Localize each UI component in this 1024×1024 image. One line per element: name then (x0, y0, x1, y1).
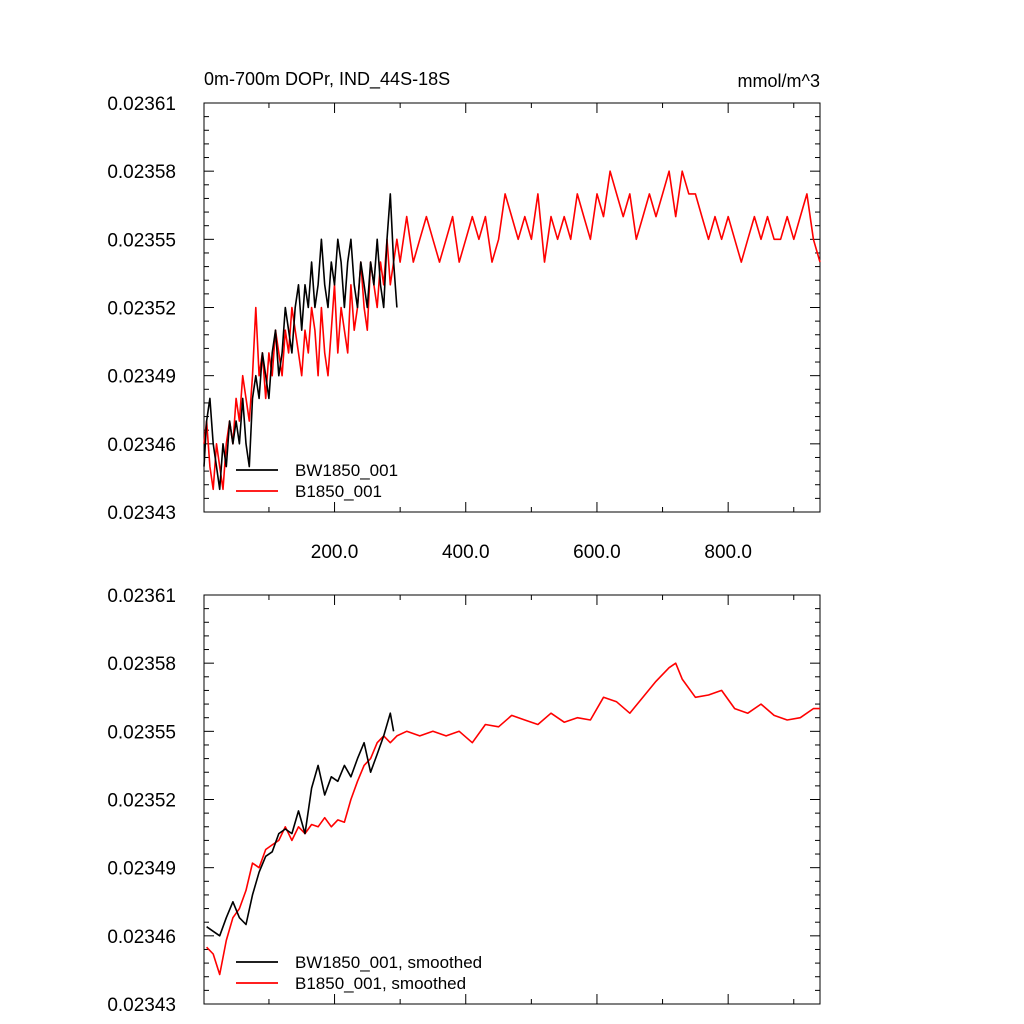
x-tick-label: 400.0 (442, 542, 490, 563)
plot-frame (203, 594, 821, 1005)
y-tick-label: 0.02361 (107, 586, 176, 607)
y-tick-label: 0.02361 (107, 94, 176, 115)
x-tick-label: 600.0 (573, 542, 621, 563)
top-axes: 0.02343 0.02346 0.02349 0.02352 0.02355 0.023… (107, 94, 821, 563)
chart-title: 0m-700m DOPr, IND_44S-18S (204, 69, 450, 90)
y-tick-label: 0.02346 (107, 435, 176, 456)
y-tick-label: 0.02349 (107, 367, 176, 388)
bottom-axes: 0.02343 0.02346 0.02349 0.02352 0.02355 0.023… (107, 586, 821, 1016)
bottom-panel: 0.02343 0.02346 0.02349 0.02352 0.02355 0.023… (107, 586, 821, 1016)
top-series-group (203, 170, 821, 491)
plot-frame (203, 102, 821, 513)
y-tick-label: 0.02343 (107, 503, 176, 524)
legend-label: BW1850_001, smoothed (295, 953, 482, 972)
bottom-series-group (206, 662, 820, 976)
series-line-1 (203, 170, 821, 491)
y-tick-label: 0.02358 (107, 162, 176, 183)
legend-label: B1850_001 (295, 482, 382, 501)
legend-label: BW1850_001 (295, 461, 398, 480)
y-tick-label: 0.02346 (107, 927, 176, 948)
y-tick-label: 0.02349 (107, 859, 176, 880)
y-tick-label: 0.02358 (107, 654, 176, 675)
y-tick-label: 0.02352 (107, 299, 176, 320)
y-tick-label: 0.02343 (107, 995, 176, 1016)
y-tick-label: 0.02352 (107, 791, 176, 812)
series-line-0 (203, 193, 398, 491)
y-tick-label: 0.02355 (107, 722, 176, 743)
top-legend: BW1850_001 B1850_001 (236, 461, 398, 501)
bottom-legend: BW1850_001, smoothed B1850_001, smoothed (236, 953, 482, 993)
x-tick-label: 200.0 (311, 542, 359, 563)
top-panel: 0m-700m DOPr, IND_44S-18S mmol/m^3 0.023… (107, 69, 821, 563)
legend-label: B1850_001, smoothed (295, 974, 466, 993)
y-tick-label: 0.02355 (107, 230, 176, 251)
units-label: mmol/m^3 (738, 71, 820, 91)
series-line-0 (206, 712, 395, 937)
x-tick-label: 800.0 (704, 542, 752, 563)
series-line-1 (206, 662, 820, 976)
